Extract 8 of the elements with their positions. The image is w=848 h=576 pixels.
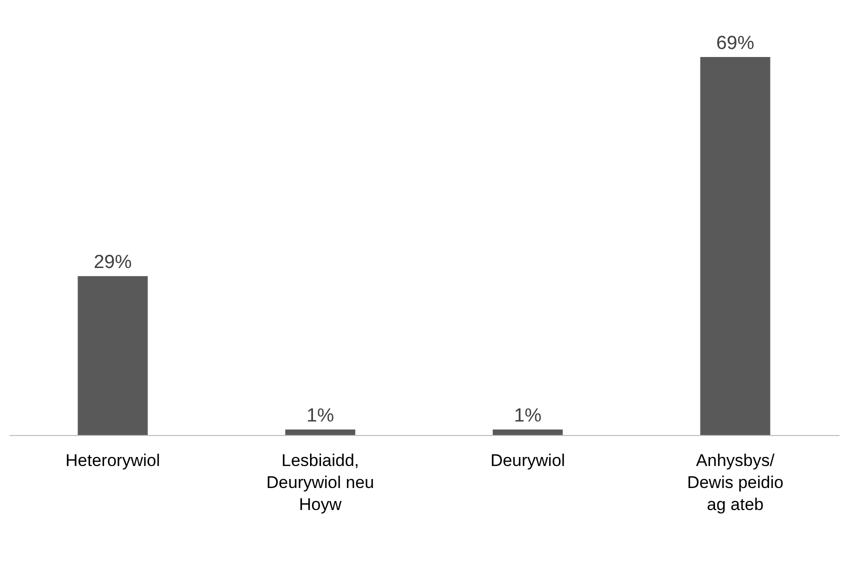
x-tick-label: Heterorywiol (66, 451, 160, 470)
x-tick-label: Lesbiaidd, Deurywiol neu Hoyw (266, 451, 374, 514)
data-label: 1% (306, 406, 334, 427)
data-label: 29% (94, 252, 132, 274)
x-tick-label: Anhysbys/ Dewis peidio ag ateb (687, 451, 784, 514)
data-label: 69% (716, 33, 754, 54)
data-label: 1% (514, 406, 542, 427)
x-tick-label: Deurywiol (490, 451, 566, 470)
